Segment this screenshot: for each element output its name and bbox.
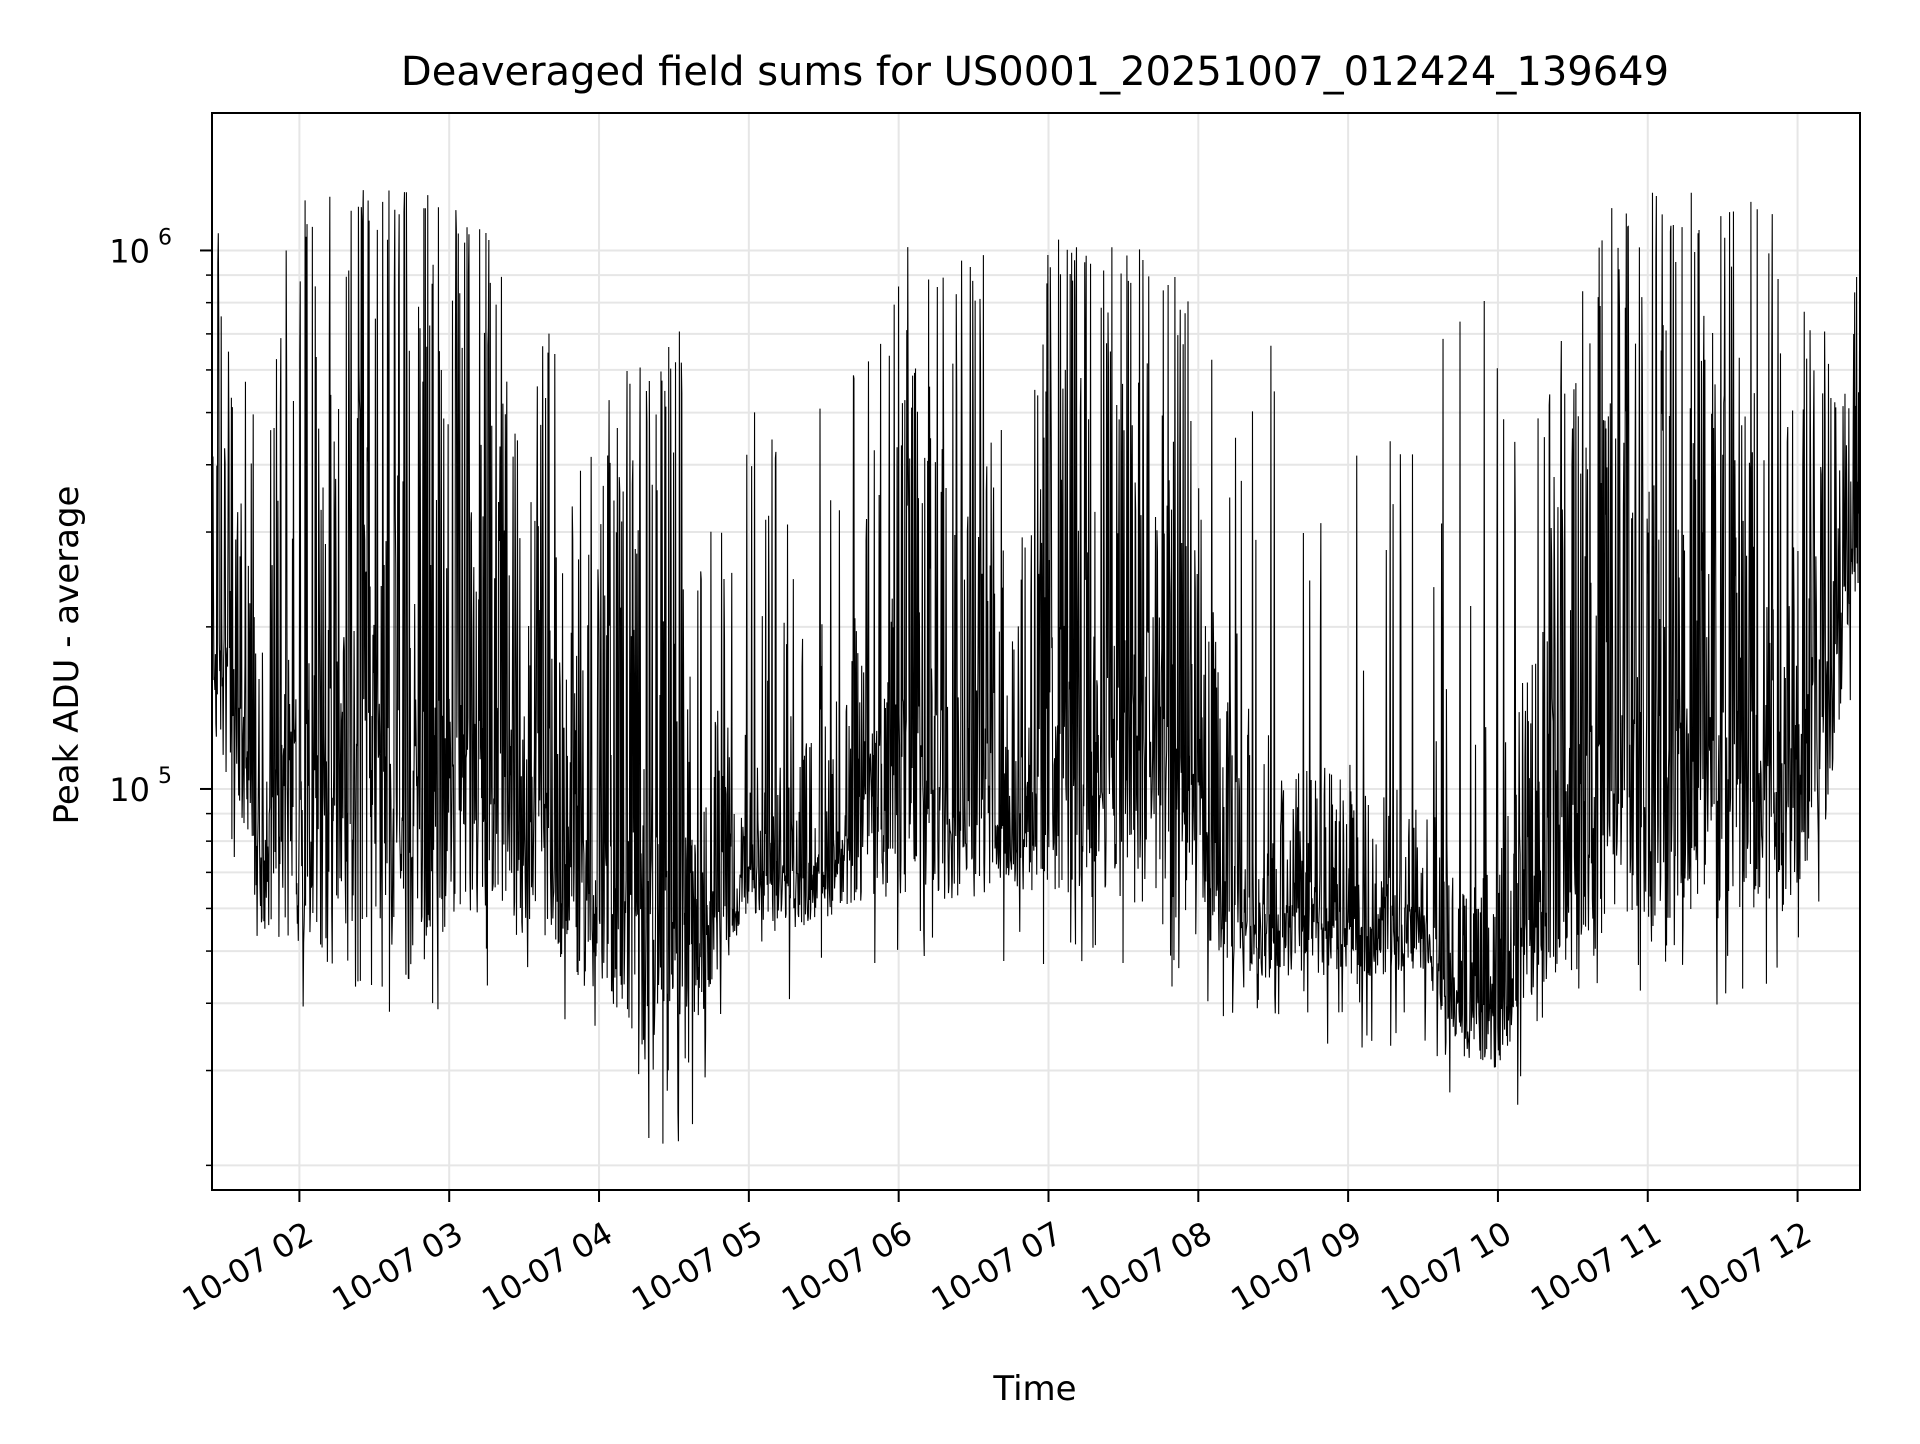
series-line [212,190,1860,1144]
y-axis: 10 5 10 6 [109,225,212,1167]
y-tick-label-0: 10 [109,771,150,809]
x-axis-label: Time [992,1369,1076,1409]
chart-title: Deaveraged field sums for US0001_2025100… [401,49,1669,95]
series-signal [212,190,1860,1144]
plot-frame [211,112,1861,1191]
y-tick-label-1: 10 [109,232,150,270]
y-tick-exponent-0: 5 [158,764,172,789]
y-tick-exponent-1: 6 [158,225,172,250]
y-axis-label: Peak ADU - average [47,486,87,825]
